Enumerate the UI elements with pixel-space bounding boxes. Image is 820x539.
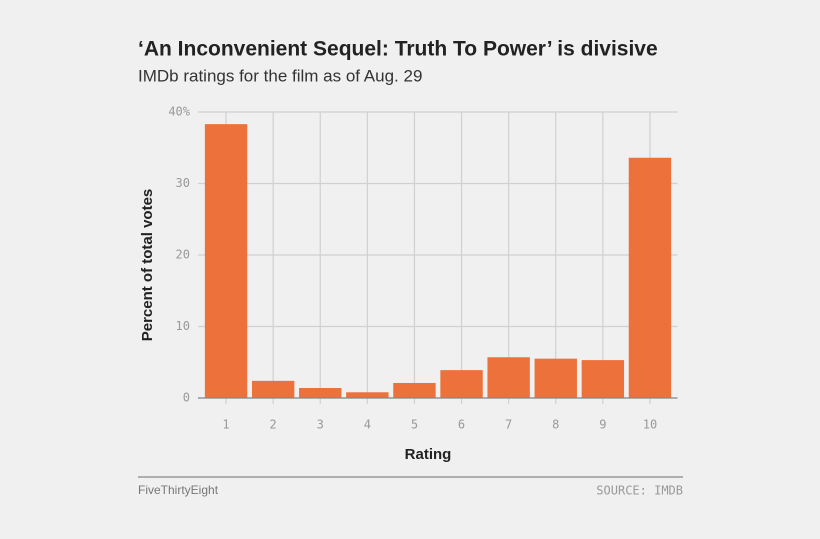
y-tick-label: 30 bbox=[176, 176, 190, 190]
x-tick-label: 3 bbox=[317, 418, 324, 432]
x-tick-label: 8 bbox=[552, 418, 559, 432]
bar bbox=[251, 380, 295, 398]
x-axis-label: Rating bbox=[405, 446, 452, 463]
chart-subtitle: IMDb ratings for the film as of Aug. 29 bbox=[138, 66, 422, 85]
footer-credit: FiveThirtyEight bbox=[138, 483, 219, 497]
bar bbox=[487, 357, 530, 398]
x-tick-label: 10 bbox=[643, 418, 657, 432]
chart-title: ‘An Inconvenient Sequel: Truth To Power’… bbox=[138, 38, 658, 61]
bar bbox=[299, 387, 342, 398]
y-tick-label: 0 bbox=[183, 391, 190, 405]
x-tick-label: 9 bbox=[599, 418, 606, 432]
y-axis-label: Percent of total votes bbox=[139, 189, 156, 342]
x-tick-label: 7 bbox=[505, 418, 512, 432]
x-tick-label: 1 bbox=[222, 418, 229, 432]
bar bbox=[204, 124, 248, 398]
x-tick-label: 6 bbox=[458, 418, 465, 432]
footer-source: SOURCE: IMDB bbox=[596, 484, 683, 498]
x-tick-label: 2 bbox=[270, 418, 277, 432]
bar bbox=[534, 358, 577, 398]
bar bbox=[581, 360, 625, 398]
bar bbox=[393, 382, 436, 398]
x-tick-label: 4 bbox=[364, 418, 371, 432]
bar bbox=[628, 157, 672, 398]
y-tick-label: 10 bbox=[176, 319, 190, 333]
grid bbox=[198, 111, 678, 404]
y-tick-label: 40% bbox=[168, 105, 190, 119]
x-tick-label: 5 bbox=[411, 418, 418, 432]
y-tick-label: 20 bbox=[176, 248, 190, 262]
bar bbox=[346, 392, 389, 398]
bar bbox=[440, 370, 483, 398]
